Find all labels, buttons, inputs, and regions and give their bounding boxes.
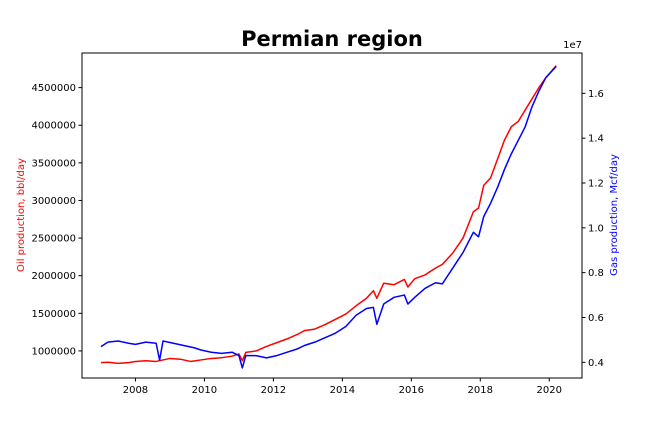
left-axis-label: Oil production, bbl/day xyxy=(16,158,27,272)
plot-area xyxy=(100,65,557,369)
x-axis: 2008 2010 2012 2014 2016 2018 2020 xyxy=(123,378,562,396)
left-tick-label: 2500000 xyxy=(31,234,76,245)
left-tick-label: 4000000 xyxy=(31,121,76,132)
right-axis-scale-label: 1e7 xyxy=(563,40,582,51)
right-tick-label: 1.4 xyxy=(588,134,604,145)
left-tick-label: 4500000 xyxy=(31,83,76,94)
x-tick-label: 2012 xyxy=(261,385,286,396)
right-tick-label: 0.8 xyxy=(588,268,604,279)
right-tick-label: 0.4 xyxy=(588,358,604,369)
left-tick-label: 2000000 xyxy=(31,271,76,282)
right-tick-label: 1.2 xyxy=(588,179,604,190)
chart-title: Permian region xyxy=(241,27,423,51)
x-tick-label: 2018 xyxy=(468,385,493,396)
left-y-axis: 1000000 1500000 2000000 2500000 3000000 35000… xyxy=(31,83,82,357)
right-tick-label: 0.6 xyxy=(588,313,604,324)
left-tick-label: 3500000 xyxy=(31,158,76,169)
right-y-axis: 0.4 0.6 0.8 1.0 1.2 1.4 1.6 xyxy=(582,89,604,369)
left-tick-label: 1500000 xyxy=(31,309,76,320)
right-tick-label: 1.0 xyxy=(588,223,604,234)
oil-production-line xyxy=(100,65,557,365)
x-tick-label: 2008 xyxy=(123,385,148,396)
left-tick-label: 3000000 xyxy=(31,196,76,207)
x-tick-label: 2020 xyxy=(537,385,562,396)
x-tick-label: 2014 xyxy=(330,385,355,396)
x-tick-label: 2016 xyxy=(399,385,424,396)
gas-production-line xyxy=(100,65,557,369)
x-tick-label: 2010 xyxy=(192,385,217,396)
right-axis-label: Gas production, Mcf/day xyxy=(609,154,620,276)
right-tick-label: 1.6 xyxy=(588,89,604,100)
plot-frame xyxy=(81,52,583,379)
left-tick-label: 1000000 xyxy=(31,346,76,357)
